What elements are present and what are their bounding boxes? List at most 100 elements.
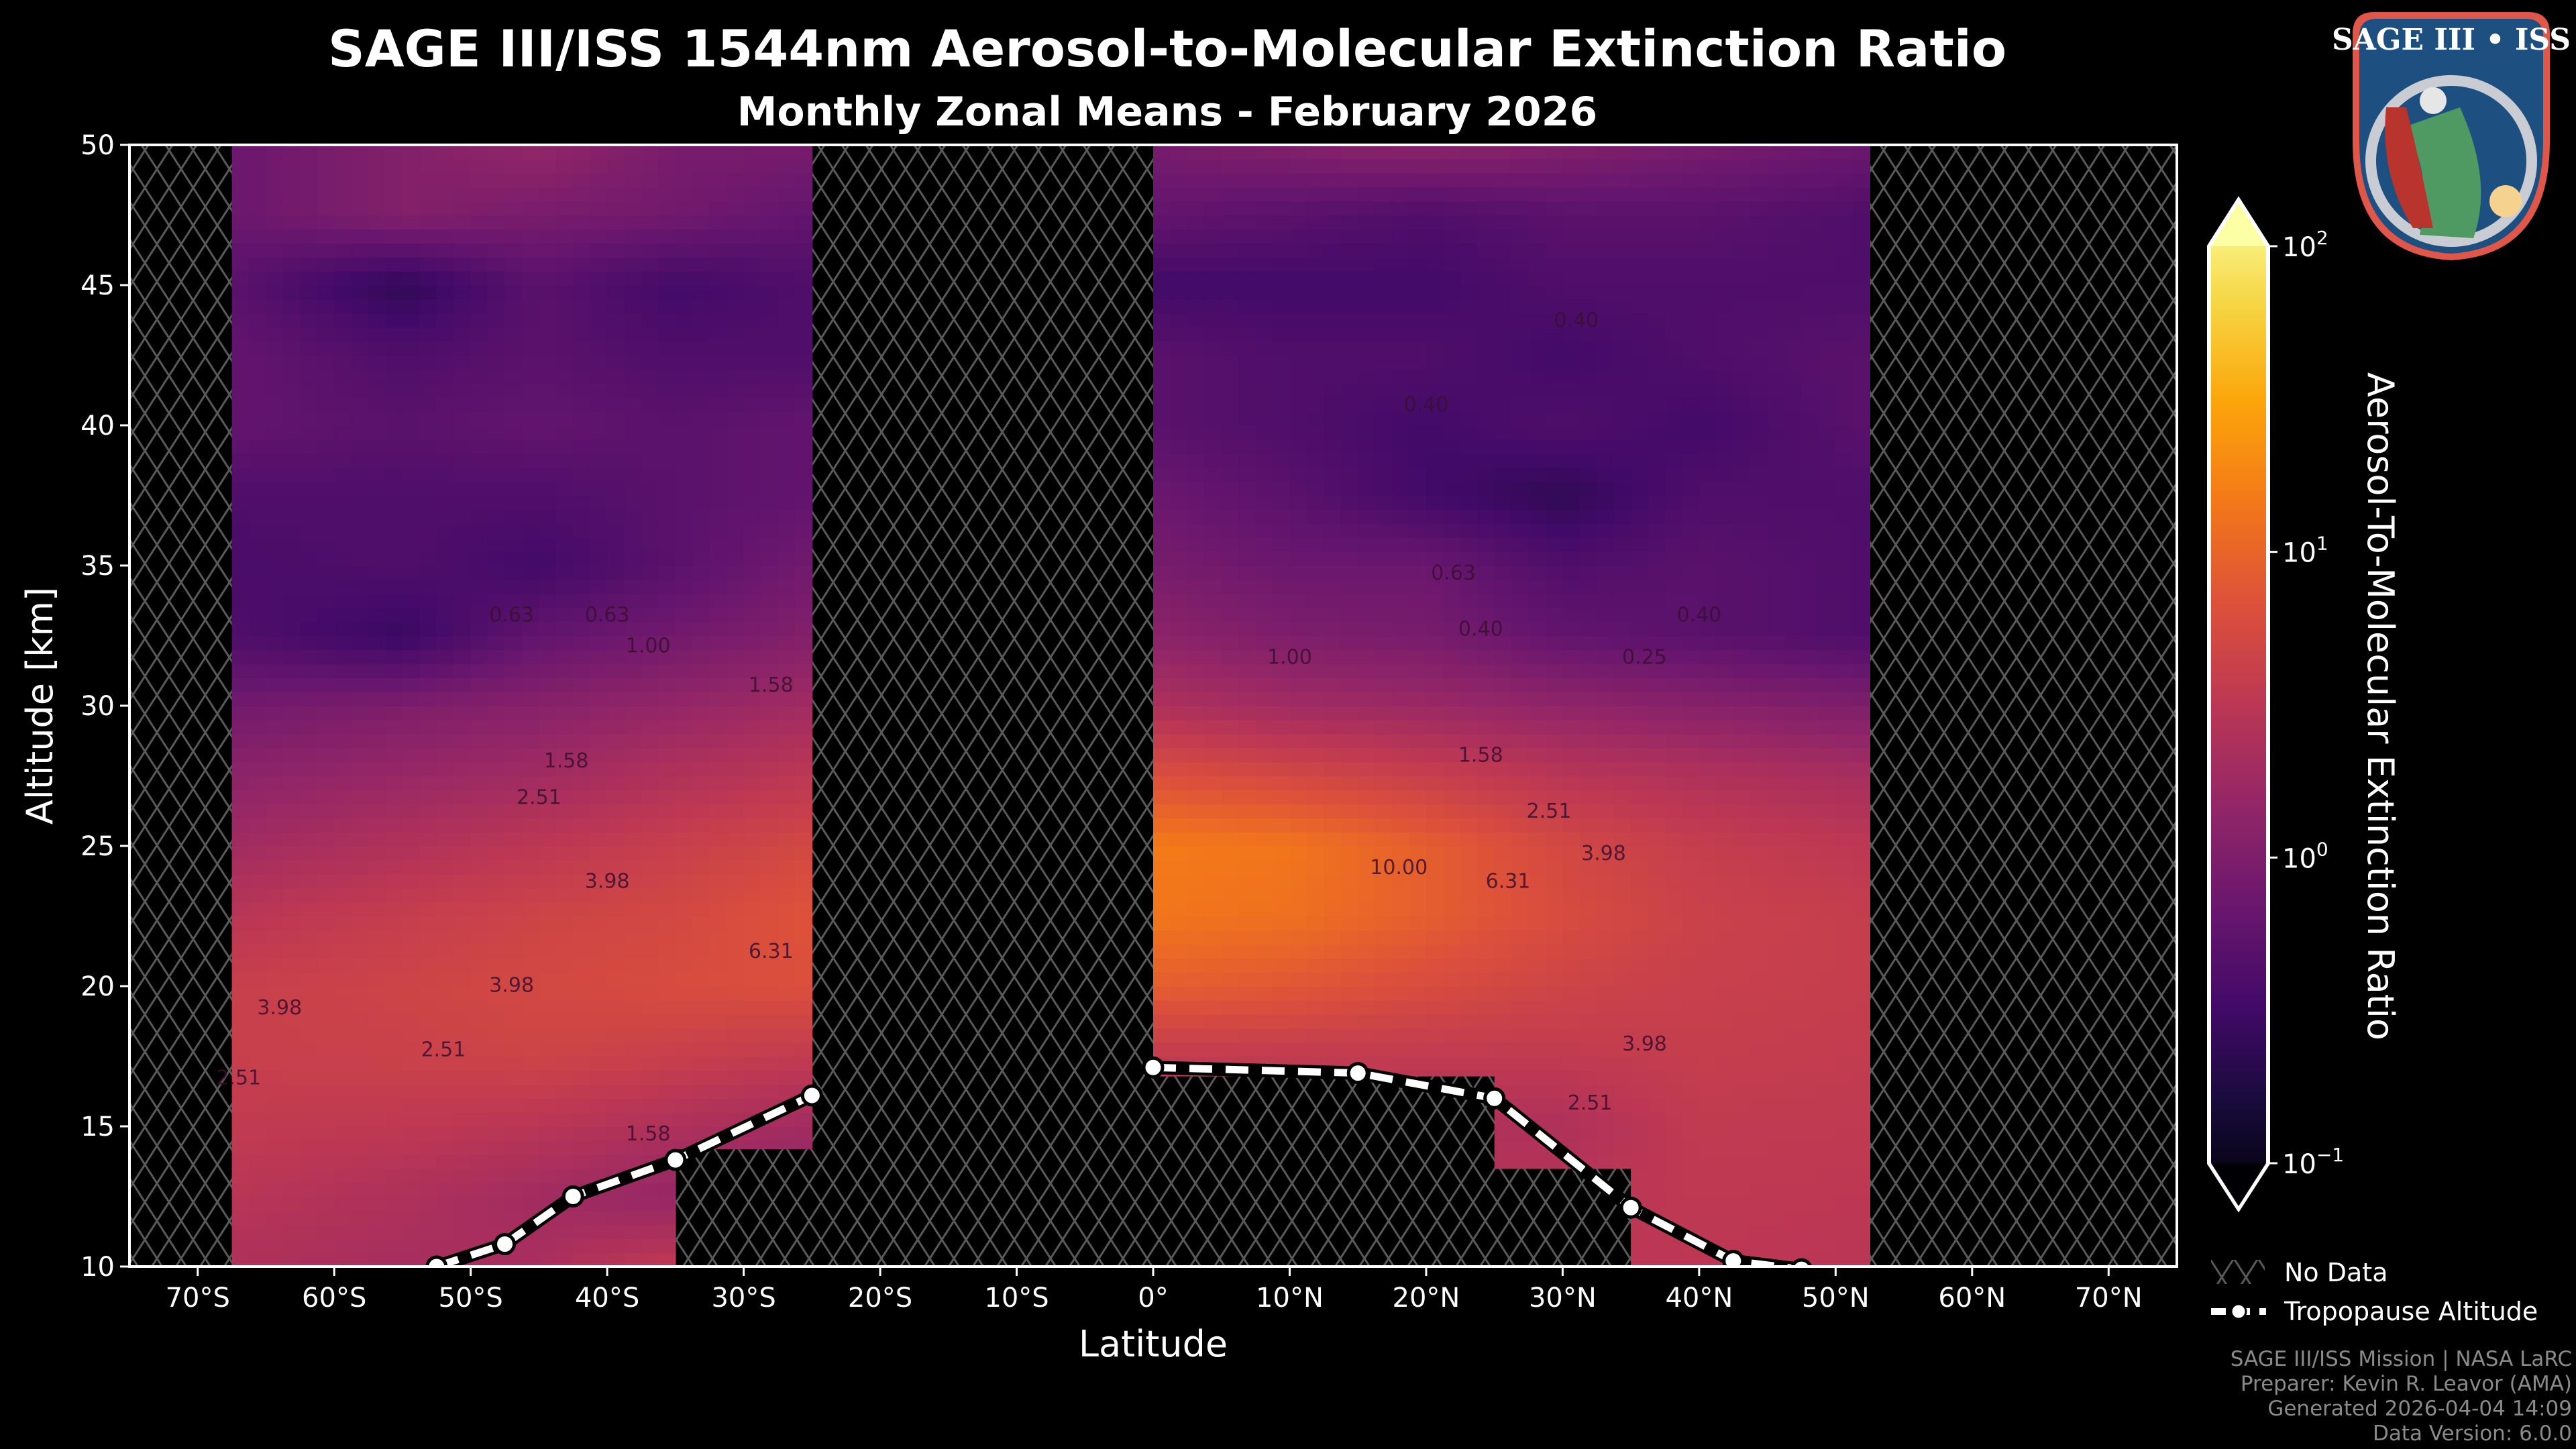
heatmap-cell [590, 593, 608, 608]
heatmap-cell [282, 566, 301, 580]
heatmap-cell [624, 1224, 642, 1239]
heatmap-cell [1699, 1070, 1717, 1085]
heatmap-cell [231, 215, 250, 230]
heatmap-cell [317, 804, 335, 818]
heatmap-cell [1528, 832, 1546, 847]
heatmap-cell [282, 509, 301, 525]
heatmap-cell [1443, 369, 1461, 384]
heatmap-cell [590, 944, 608, 959]
heatmap-cell [692, 172, 710, 188]
heatmap-cell [1682, 1168, 1700, 1183]
heatmap-cell [727, 804, 745, 818]
heatmap-cell [1682, 243, 1700, 258]
heatmap-cell [1665, 271, 1683, 286]
heatmap-cell [300, 775, 318, 791]
heatmap-cell [1443, 145, 1461, 160]
heatmap-cell [1665, 566, 1683, 580]
heatmap-cell [436, 327, 454, 342]
heatmap-cell [675, 411, 694, 426]
heatmap-cell [675, 566, 694, 580]
heatmap-cell [1255, 186, 1273, 202]
heatmap-cell [249, 495, 267, 511]
heatmap-cell [590, 873, 608, 889]
heatmap-cell [1204, 1028, 1222, 1043]
heatmap-cell [555, 383, 574, 398]
heatmap-cell [436, 425, 454, 440]
heatmap-cell [1477, 930, 1495, 945]
heatmap-cell [777, 958, 796, 973]
heatmap-cell [1665, 1252, 1683, 1267]
heatmap-cell [1170, 832, 1188, 847]
heatmap-cell [1699, 453, 1717, 468]
heatmap-cell [709, 453, 727, 468]
heatmap-cell [1511, 663, 1529, 678]
heatmap-cell [1494, 873, 1512, 889]
heatmap-cell [1255, 229, 1273, 244]
heatmap-cell [624, 285, 642, 300]
heatmap-cell [1187, 481, 1205, 496]
heatmap-cell [1273, 775, 1291, 791]
heatmap-cell [334, 355, 352, 370]
heatmap-cell [1597, 930, 1615, 945]
heatmap-cell [1273, 537, 1291, 552]
heatmap-cell [504, 888, 523, 903]
heatmap-cell [368, 902, 386, 917]
heatmap-cell [1494, 944, 1512, 959]
heatmap-cell [1375, 733, 1393, 749]
heatmap-cell [1170, 579, 1188, 594]
heatmap-cell [1613, 257, 1631, 272]
heatmap-cell [1255, 551, 1273, 566]
heatmap-cell [658, 523, 676, 538]
heatmap-cell [470, 832, 488, 847]
heatmap-cell [777, 341, 796, 356]
heatmap-cell [1426, 1042, 1444, 1057]
heatmap-cell [794, 790, 813, 805]
heatmap-cell [317, 719, 335, 735]
heatmap-cell [1221, 355, 1239, 370]
heatmap-cell [692, 635, 710, 651]
heatmap-cell [590, 1014, 608, 1029]
heatmap-cell [761, 621, 779, 637]
heatmap-cell [1204, 692, 1222, 706]
heatmap-cell [522, 958, 540, 973]
heatmap-cell [692, 1000, 710, 1015]
heatmap-cell [1597, 719, 1615, 735]
heatmap-cell [1665, 1238, 1683, 1253]
heatmap-cell [488, 1168, 506, 1183]
heatmap-cell [317, 663, 335, 678]
heatmap-cell [1648, 859, 1666, 875]
heatmap-cell [1426, 172, 1444, 188]
heatmap-cell [692, 257, 710, 272]
heatmap-cell [1221, 425, 1239, 440]
heatmap-cell [436, 481, 454, 496]
heatmap-cell [1528, 986, 1546, 1001]
heatmap-cell [1613, 229, 1631, 244]
heatmap-cell [402, 1224, 421, 1239]
heatmap-cell [1579, 621, 1597, 637]
heatmap-cell [590, 369, 608, 384]
heatmap-cell [351, 439, 369, 454]
heatmap-cell [1340, 706, 1358, 720]
heatmap-cell [1375, 145, 1393, 160]
heatmap-cell [282, 958, 301, 973]
heatmap-cell [1204, 958, 1222, 973]
heatmap-cell [402, 1098, 421, 1113]
heatmap-cell [761, 551, 779, 566]
heatmap-cell [300, 832, 318, 847]
heatmap-cell [419, 635, 437, 651]
heatmap-cell [1358, 551, 1376, 566]
heatmap-cell [555, 846, 574, 861]
heatmap-cell [1631, 299, 1649, 314]
heatmap-cell [282, 369, 301, 384]
heatmap-cell [402, 635, 421, 651]
heatmap-cell [1340, 635, 1358, 651]
heatmap-cell [231, 467, 250, 482]
heatmap-cell [231, 579, 250, 594]
heatmap-cell [1665, 383, 1683, 398]
heatmap-cell [1682, 158, 1700, 174]
heatmap-cell [1273, 579, 1291, 594]
heatmap-cell [1375, 537, 1393, 552]
heatmap-cell [1477, 859, 1495, 875]
heatmap-cell [453, 1000, 472, 1015]
heatmap-cell [555, 1028, 574, 1043]
